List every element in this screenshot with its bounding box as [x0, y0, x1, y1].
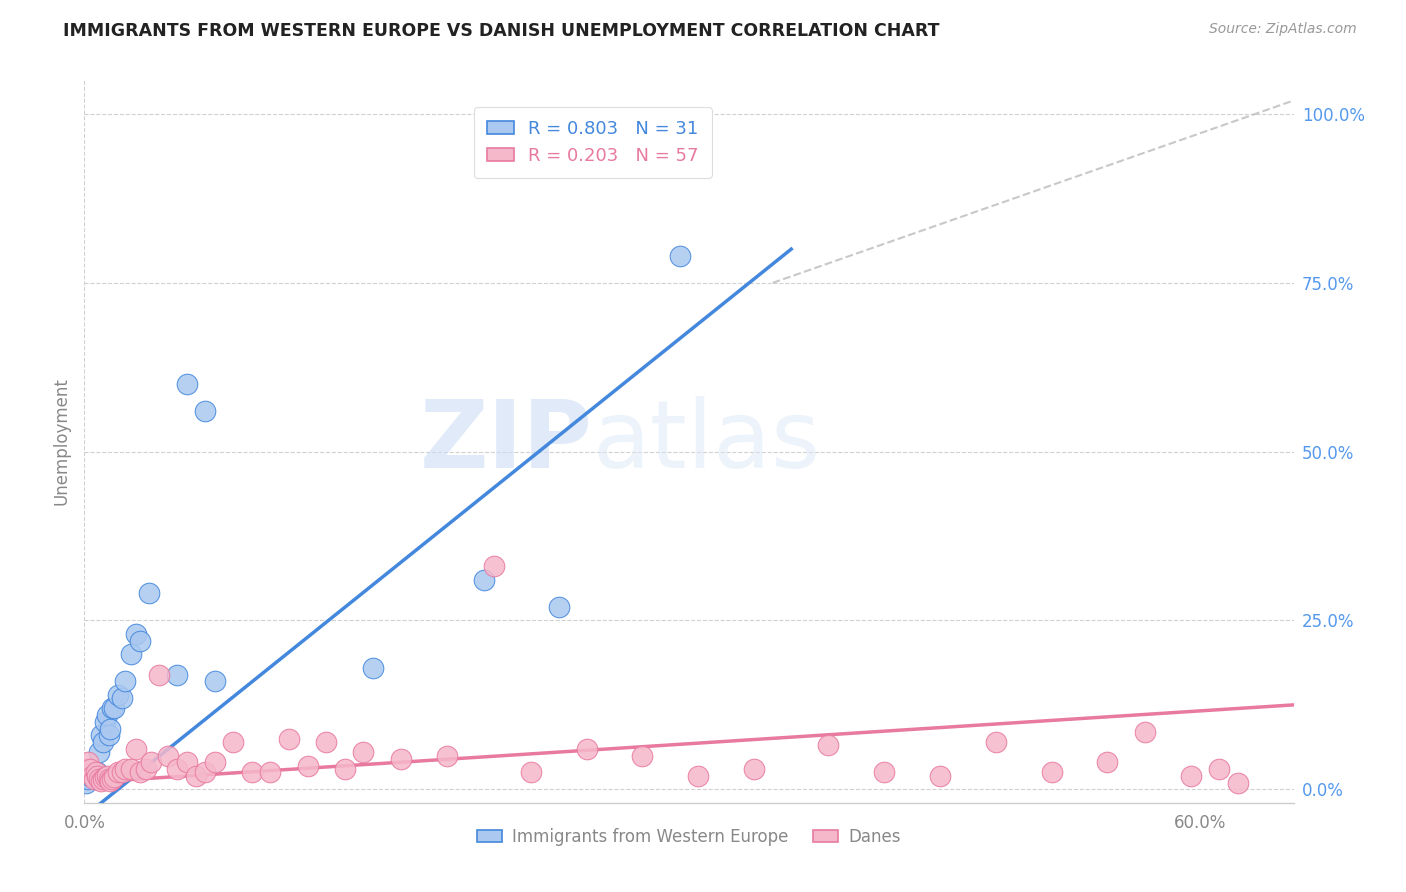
- Text: ZIP: ZIP: [419, 395, 592, 488]
- Point: [547, 599, 569, 614]
- Point: [83, 765, 105, 780]
- Point: [194, 765, 217, 780]
- Point: [929, 769, 952, 783]
- Point: [96, 708, 118, 723]
- Point: [157, 748, 180, 763]
- Point: [742, 762, 765, 776]
- Point: [114, 762, 136, 776]
- Point: [79, 769, 101, 783]
- Point: [86, 765, 108, 780]
- Point: [352, 745, 374, 759]
- Point: [575, 741, 598, 756]
- Point: [482, 559, 505, 574]
- Point: [688, 769, 710, 783]
- Point: [129, 765, 152, 780]
- Point: [135, 762, 157, 776]
- Point: [83, 772, 105, 787]
- Text: atlas: atlas: [592, 395, 821, 488]
- Point: [1133, 725, 1156, 739]
- Point: [86, 769, 108, 783]
- Point: [94, 714, 117, 729]
- Point: [91, 772, 114, 787]
- Point: [668, 249, 690, 263]
- Y-axis label: Unemployment: Unemployment: [52, 377, 70, 506]
- Point: [90, 774, 112, 789]
- Point: [1226, 775, 1249, 789]
- Point: [97, 772, 120, 787]
- Point: [176, 377, 198, 392]
- Point: [176, 756, 198, 770]
- Point: [125, 627, 148, 641]
- Point: [361, 661, 384, 675]
- Text: IMMIGRANTS FROM WESTERN EUROPE VS DANISH UNEMPLOYMENT CORRELATION CHART: IMMIGRANTS FROM WESTERN EUROPE VS DANISH…: [63, 22, 939, 40]
- Point: [91, 735, 114, 749]
- Point: [103, 770, 125, 784]
- Point: [1180, 769, 1202, 783]
- Point: [1097, 756, 1119, 770]
- Point: [89, 772, 111, 787]
- Point: [77, 756, 100, 770]
- Point: [94, 770, 117, 784]
- Point: [103, 701, 125, 715]
- Legend: Immigrants from Western Europe, Danes: Immigrants from Western Europe, Danes: [471, 821, 907, 852]
- Point: [873, 765, 896, 780]
- Point: [75, 775, 97, 789]
- Point: [194, 404, 217, 418]
- Point: [120, 647, 142, 661]
- Point: [315, 735, 337, 749]
- Point: [141, 756, 163, 770]
- Point: [90, 728, 112, 742]
- Point: [166, 667, 188, 681]
- Point: [96, 769, 118, 783]
- Point: [817, 739, 839, 753]
- Point: [84, 772, 107, 787]
- Point: [129, 633, 152, 648]
- Point: [101, 772, 124, 787]
- Point: [138, 586, 160, 600]
- Point: [100, 774, 122, 789]
- Point: [1208, 762, 1230, 776]
- Point: [240, 765, 263, 780]
- Point: [97, 728, 120, 742]
- Point: [297, 758, 319, 772]
- Point: [80, 769, 103, 783]
- Point: [75, 762, 97, 776]
- Point: [472, 573, 495, 587]
- Point: [436, 748, 458, 763]
- Point: [204, 756, 226, 770]
- Point: [389, 752, 412, 766]
- Point: [259, 765, 281, 780]
- Point: [100, 722, 122, 736]
- Point: [120, 762, 142, 776]
- Point: [79, 762, 101, 776]
- Point: [107, 688, 129, 702]
- Point: [148, 667, 170, 681]
- Point: [166, 762, 188, 776]
- Point: [101, 701, 124, 715]
- Point: [222, 735, 245, 749]
- Point: [125, 741, 148, 756]
- Point: [107, 765, 129, 780]
- Point: [89, 745, 111, 759]
- Point: [204, 674, 226, 689]
- Text: Source: ZipAtlas.com: Source: ZipAtlas.com: [1209, 22, 1357, 37]
- Point: [110, 691, 132, 706]
- Point: [80, 769, 103, 783]
- Point: [333, 762, 356, 776]
- Point: [984, 735, 1007, 749]
- Point: [631, 748, 654, 763]
- Point: [114, 674, 136, 689]
- Point: [184, 769, 207, 783]
- Point: [520, 765, 543, 780]
- Point: [1040, 765, 1063, 780]
- Point: [77, 772, 100, 787]
- Point: [84, 765, 107, 780]
- Point: [278, 731, 301, 746]
- Point: [110, 765, 132, 780]
